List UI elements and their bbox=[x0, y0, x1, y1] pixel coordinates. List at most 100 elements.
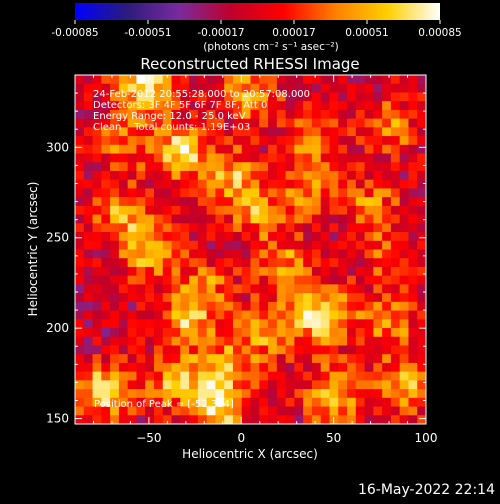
heatmap-cell bbox=[136, 127, 146, 137]
heatmap-cell bbox=[241, 232, 252, 242]
heatmap-cell bbox=[171, 406, 181, 416]
heatmap-cell bbox=[180, 162, 190, 172]
heatmap-cell bbox=[303, 162, 313, 172]
heatmap-cell bbox=[136, 415, 146, 424]
heatmap-cell bbox=[171, 179, 181, 190]
heatmap-cell bbox=[136, 232, 146, 242]
heatmap-cell bbox=[294, 310, 304, 320]
heatmap-cell bbox=[373, 397, 383, 408]
heatmap-cell bbox=[232, 249, 243, 259]
heatmap-cell bbox=[83, 170, 94, 181]
heatmap-cell bbox=[162, 205, 173, 216]
heatmap-cell bbox=[75, 415, 85, 424]
heatmap-cell bbox=[390, 406, 401, 416]
heatmap-cell bbox=[294, 319, 304, 329]
heatmap-cell bbox=[408, 389, 418, 399]
heatmap-cell bbox=[206, 162, 217, 172]
heatmap-cell bbox=[417, 214, 426, 224]
heatmap-cell bbox=[390, 153, 401, 163]
heatmap-cell bbox=[83, 214, 94, 224]
heatmap-cell bbox=[83, 362, 94, 373]
heatmap-cell bbox=[171, 83, 181, 94]
heatmap-cell bbox=[294, 118, 304, 128]
heatmap-cell bbox=[215, 205, 225, 216]
heatmap-cell bbox=[241, 380, 252, 390]
heatmap-cell bbox=[399, 83, 410, 94]
heatmap-cell bbox=[224, 275, 234, 285]
heatmap-cell bbox=[162, 354, 173, 364]
heatmap-cell bbox=[294, 232, 304, 242]
heatmap-cell bbox=[171, 258, 181, 268]
heatmap-cell bbox=[215, 301, 225, 312]
heatmap-cell bbox=[250, 118, 260, 128]
heatmap-cell bbox=[206, 170, 217, 181]
heatmap-cell bbox=[399, 118, 410, 128]
heatmap-cell bbox=[259, 354, 269, 364]
heatmap-cell bbox=[390, 275, 401, 285]
heatmap-cell bbox=[241, 127, 252, 137]
heatmap-cell bbox=[250, 162, 260, 172]
heatmap-cell bbox=[92, 101, 102, 111]
heatmap-cell bbox=[250, 319, 260, 329]
heatmap-cell bbox=[268, 153, 278, 163]
heatmap-cell bbox=[268, 328, 278, 338]
heatmap-cell bbox=[162, 179, 173, 190]
heatmap-cell bbox=[268, 240, 278, 251]
heatmap-cell bbox=[364, 389, 374, 399]
heatmap-cell bbox=[92, 293, 102, 303]
heatmap-cell bbox=[259, 240, 269, 251]
heatmap-cell bbox=[110, 162, 120, 172]
heatmap-cell bbox=[259, 92, 269, 102]
heatmap-cell bbox=[83, 249, 94, 259]
heatmap-cell bbox=[162, 232, 173, 242]
heatmap-cell bbox=[303, 328, 313, 338]
heatmap-cell bbox=[285, 328, 295, 338]
heatmap-cell bbox=[276, 223, 287, 233]
heatmap-cell bbox=[399, 319, 410, 329]
heatmap-cell bbox=[294, 258, 304, 268]
heatmap-cell bbox=[145, 83, 155, 94]
heatmap-cell bbox=[145, 109, 155, 120]
heatmap-cell bbox=[136, 371, 146, 381]
heatmap-cell bbox=[232, 83, 243, 94]
heatmap-cell bbox=[92, 389, 102, 399]
heatmap-cell bbox=[180, 170, 190, 181]
heatmap-cell bbox=[153, 336, 164, 347]
heatmap-cell bbox=[347, 170, 357, 181]
heatmap-cell bbox=[189, 232, 199, 242]
heatmap-cell bbox=[250, 275, 260, 285]
heatmap-cell bbox=[162, 214, 173, 224]
heatmap-cell bbox=[311, 92, 322, 102]
heatmap-cell bbox=[127, 75, 138, 85]
heatmap-cell bbox=[232, 293, 243, 303]
heatmap-cell bbox=[189, 188, 199, 198]
heatmap-cell bbox=[180, 223, 190, 233]
heatmap-cell bbox=[399, 328, 410, 338]
heatmap-cell bbox=[382, 144, 392, 155]
heatmap-cell bbox=[320, 406, 331, 416]
heatmap-cell bbox=[390, 345, 401, 355]
heatmap-cell bbox=[101, 170, 111, 181]
heatmap-cell bbox=[285, 371, 295, 381]
heatmap-cell bbox=[145, 397, 155, 408]
heatmap-cell bbox=[180, 284, 190, 294]
heatmap-cell bbox=[118, 136, 129, 146]
heatmap-cell bbox=[373, 109, 383, 120]
heatmap-cell bbox=[92, 205, 102, 216]
heatmap-cell bbox=[180, 83, 190, 94]
heatmap-cell bbox=[110, 109, 120, 120]
heatmap-cell bbox=[390, 127, 401, 137]
heatmap-cell bbox=[162, 101, 173, 111]
heatmap-cell bbox=[276, 362, 287, 373]
heatmap-cell bbox=[171, 118, 181, 128]
heatmap-cell bbox=[320, 258, 331, 268]
heatmap-cell bbox=[294, 83, 304, 94]
heatmap-cell bbox=[127, 406, 138, 416]
heatmap-cell bbox=[303, 153, 313, 163]
heatmap-cell bbox=[285, 232, 295, 242]
heatmap-cell bbox=[224, 197, 234, 207]
heatmap-cell bbox=[347, 328, 357, 338]
heatmap-cell bbox=[408, 197, 418, 207]
heatmap-cell bbox=[101, 223, 111, 233]
heatmap-cell bbox=[338, 293, 348, 303]
